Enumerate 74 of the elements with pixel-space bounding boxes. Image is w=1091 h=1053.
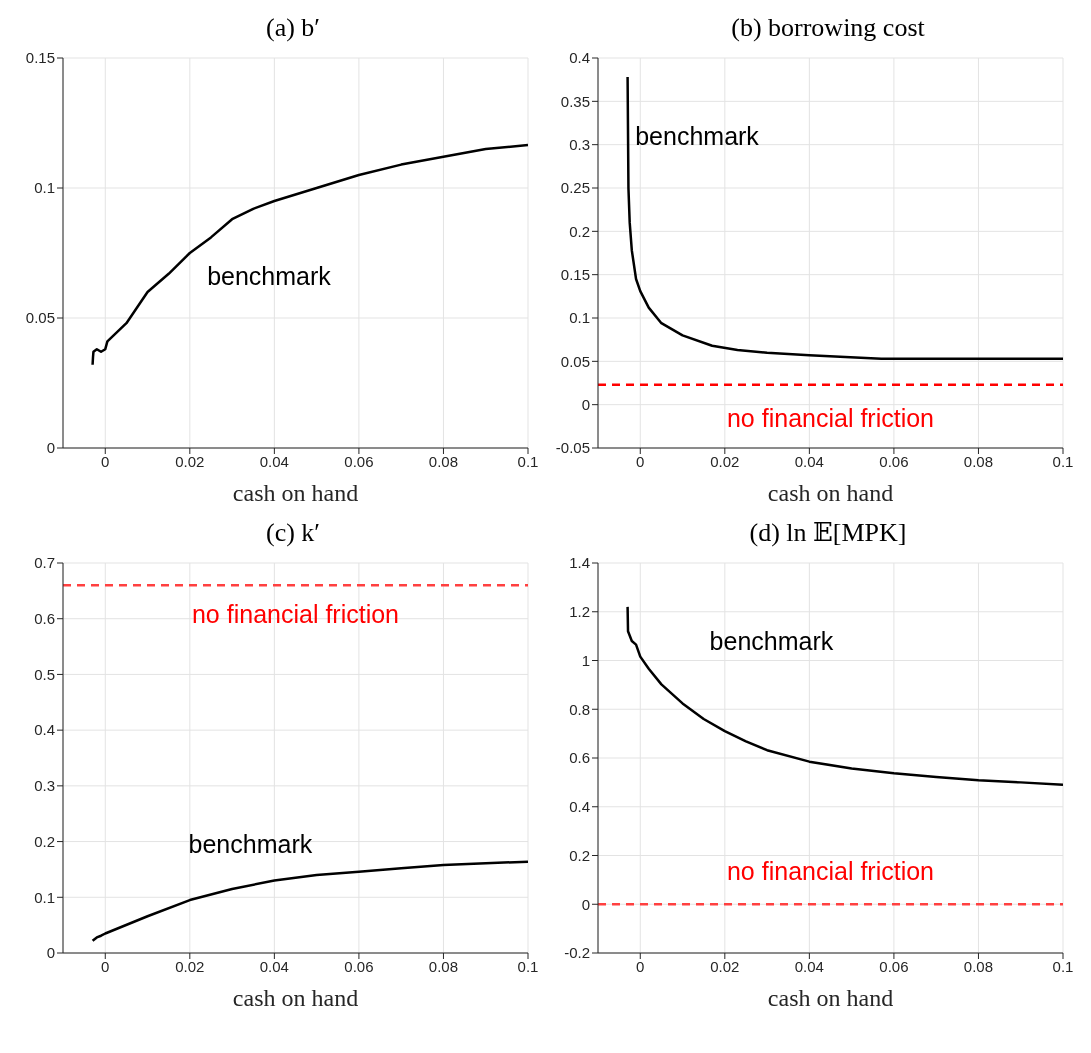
x-tick-label: 0.06 (344, 957, 374, 975)
x-axis-title: cash on hand (767, 480, 894, 506)
y-tick-label: 1.2 (569, 603, 590, 621)
x-tick-label: 0.1 (517, 957, 539, 975)
x-tick-label: 0.04 (259, 452, 289, 470)
x-axis-title: cash on hand (232, 985, 359, 1011)
x-tick-label: 0.04 (259, 957, 289, 975)
ref-line-label: no financial friction (190, 599, 401, 630)
x-tick-label: 0.02 (710, 452, 740, 470)
x-tick-label: 0.1 (1052, 452, 1074, 470)
line-series (91, 860, 528, 942)
y-tick-label: 0.6 (34, 610, 55, 628)
y-tick-label: 0.8 (569, 700, 590, 718)
y-tick-label: 0.05 (25, 309, 55, 327)
x-tick-label: 0.02 (710, 957, 740, 975)
y-tick-label: 0.3 (34, 777, 55, 795)
y-tick-label: 0 (46, 944, 55, 962)
y-tick-label: 0.1 (569, 309, 590, 327)
y-tick-label: 0 (46, 439, 55, 457)
y-tick-label: 0.05 (560, 352, 590, 370)
chart-title: (a) b′ (264, 12, 321, 44)
x-tick-label: 0.08 (963, 452, 994, 470)
x-tick-label: 0.08 (963, 957, 994, 975)
line-series (626, 605, 1063, 787)
x-tick-label: 0 (101, 452, 110, 470)
y-tick-label: 0.15 (25, 49, 55, 67)
x-tick-label: 0.08 (428, 957, 459, 975)
x-tick-label: 0.02 (175, 957, 205, 975)
y-tick-label: 0.2 (569, 846, 590, 864)
y-tick-label: 0.3 (569, 135, 590, 153)
chart-title: (c) k′ (264, 517, 321, 549)
y-tick-label: 0.4 (34, 721, 55, 739)
y-tick-label: 0.7 (34, 554, 55, 572)
ref-line-label: no financial friction (725, 856, 936, 887)
y-tick-label: 0.1 (34, 179, 55, 197)
y-tick-label: 1 (581, 651, 590, 669)
y-tick-label: -0.2 (564, 944, 590, 962)
x-axis-title: cash on hand (767, 985, 894, 1011)
y-tick-label: 0.2 (34, 832, 55, 850)
y-tick-label: 0.1 (34, 888, 55, 906)
x-tick-label: 0.06 (879, 452, 909, 470)
x-tick-label: 0.1 (1052, 957, 1074, 975)
x-tick-label: 0.08 (428, 452, 459, 470)
x-tick-label: 0 (636, 957, 645, 975)
y-tick-label: 0 (581, 895, 590, 913)
y-tick-label: 0 (581, 395, 590, 413)
line-series (626, 75, 1063, 360)
series-label: benchmark (207, 262, 331, 291)
chart-title: (d) ln 𝔼[MPK] (748, 517, 908, 549)
x-tick-label: 0.06 (879, 957, 909, 975)
x-tick-label: 0.1 (517, 452, 539, 470)
text: benchmark (709, 627, 834, 655)
line-series (91, 143, 528, 367)
y-tick-label: 0.4 (569, 798, 590, 816)
x-tick-label: 0.02 (175, 452, 205, 470)
y-tick-label: 0.5 (34, 665, 55, 683)
y-tick-label: 1.4 (569, 554, 590, 572)
series-label: benchmark (188, 829, 313, 858)
x-tick-label: 0.04 (794, 957, 824, 975)
x-axis-title: cash on hand (232, 480, 359, 506)
x-tick-label: 0 (101, 957, 110, 975)
series-label: benchmark (635, 122, 759, 150)
y-tick-label: 0.15 (560, 265, 590, 283)
y-tick-label: 0.6 (569, 749, 590, 767)
y-tick-label: -0.05 (555, 439, 590, 457)
y-tick-label: 0.4 (569, 49, 590, 67)
x-tick-label: 0.06 (344, 452, 374, 470)
x-tick-label: 0 (636, 452, 645, 470)
ref-line-label: no financial friction (725, 402, 936, 433)
y-tick-label: 0.35 (560, 92, 590, 110)
chart-title: (b) borrowing cost (730, 12, 926, 44)
x-tick-label: 0.04 (794, 452, 824, 470)
y-tick-label: 0.2 (569, 222, 590, 240)
y-tick-label: 0.25 (560, 179, 590, 197)
